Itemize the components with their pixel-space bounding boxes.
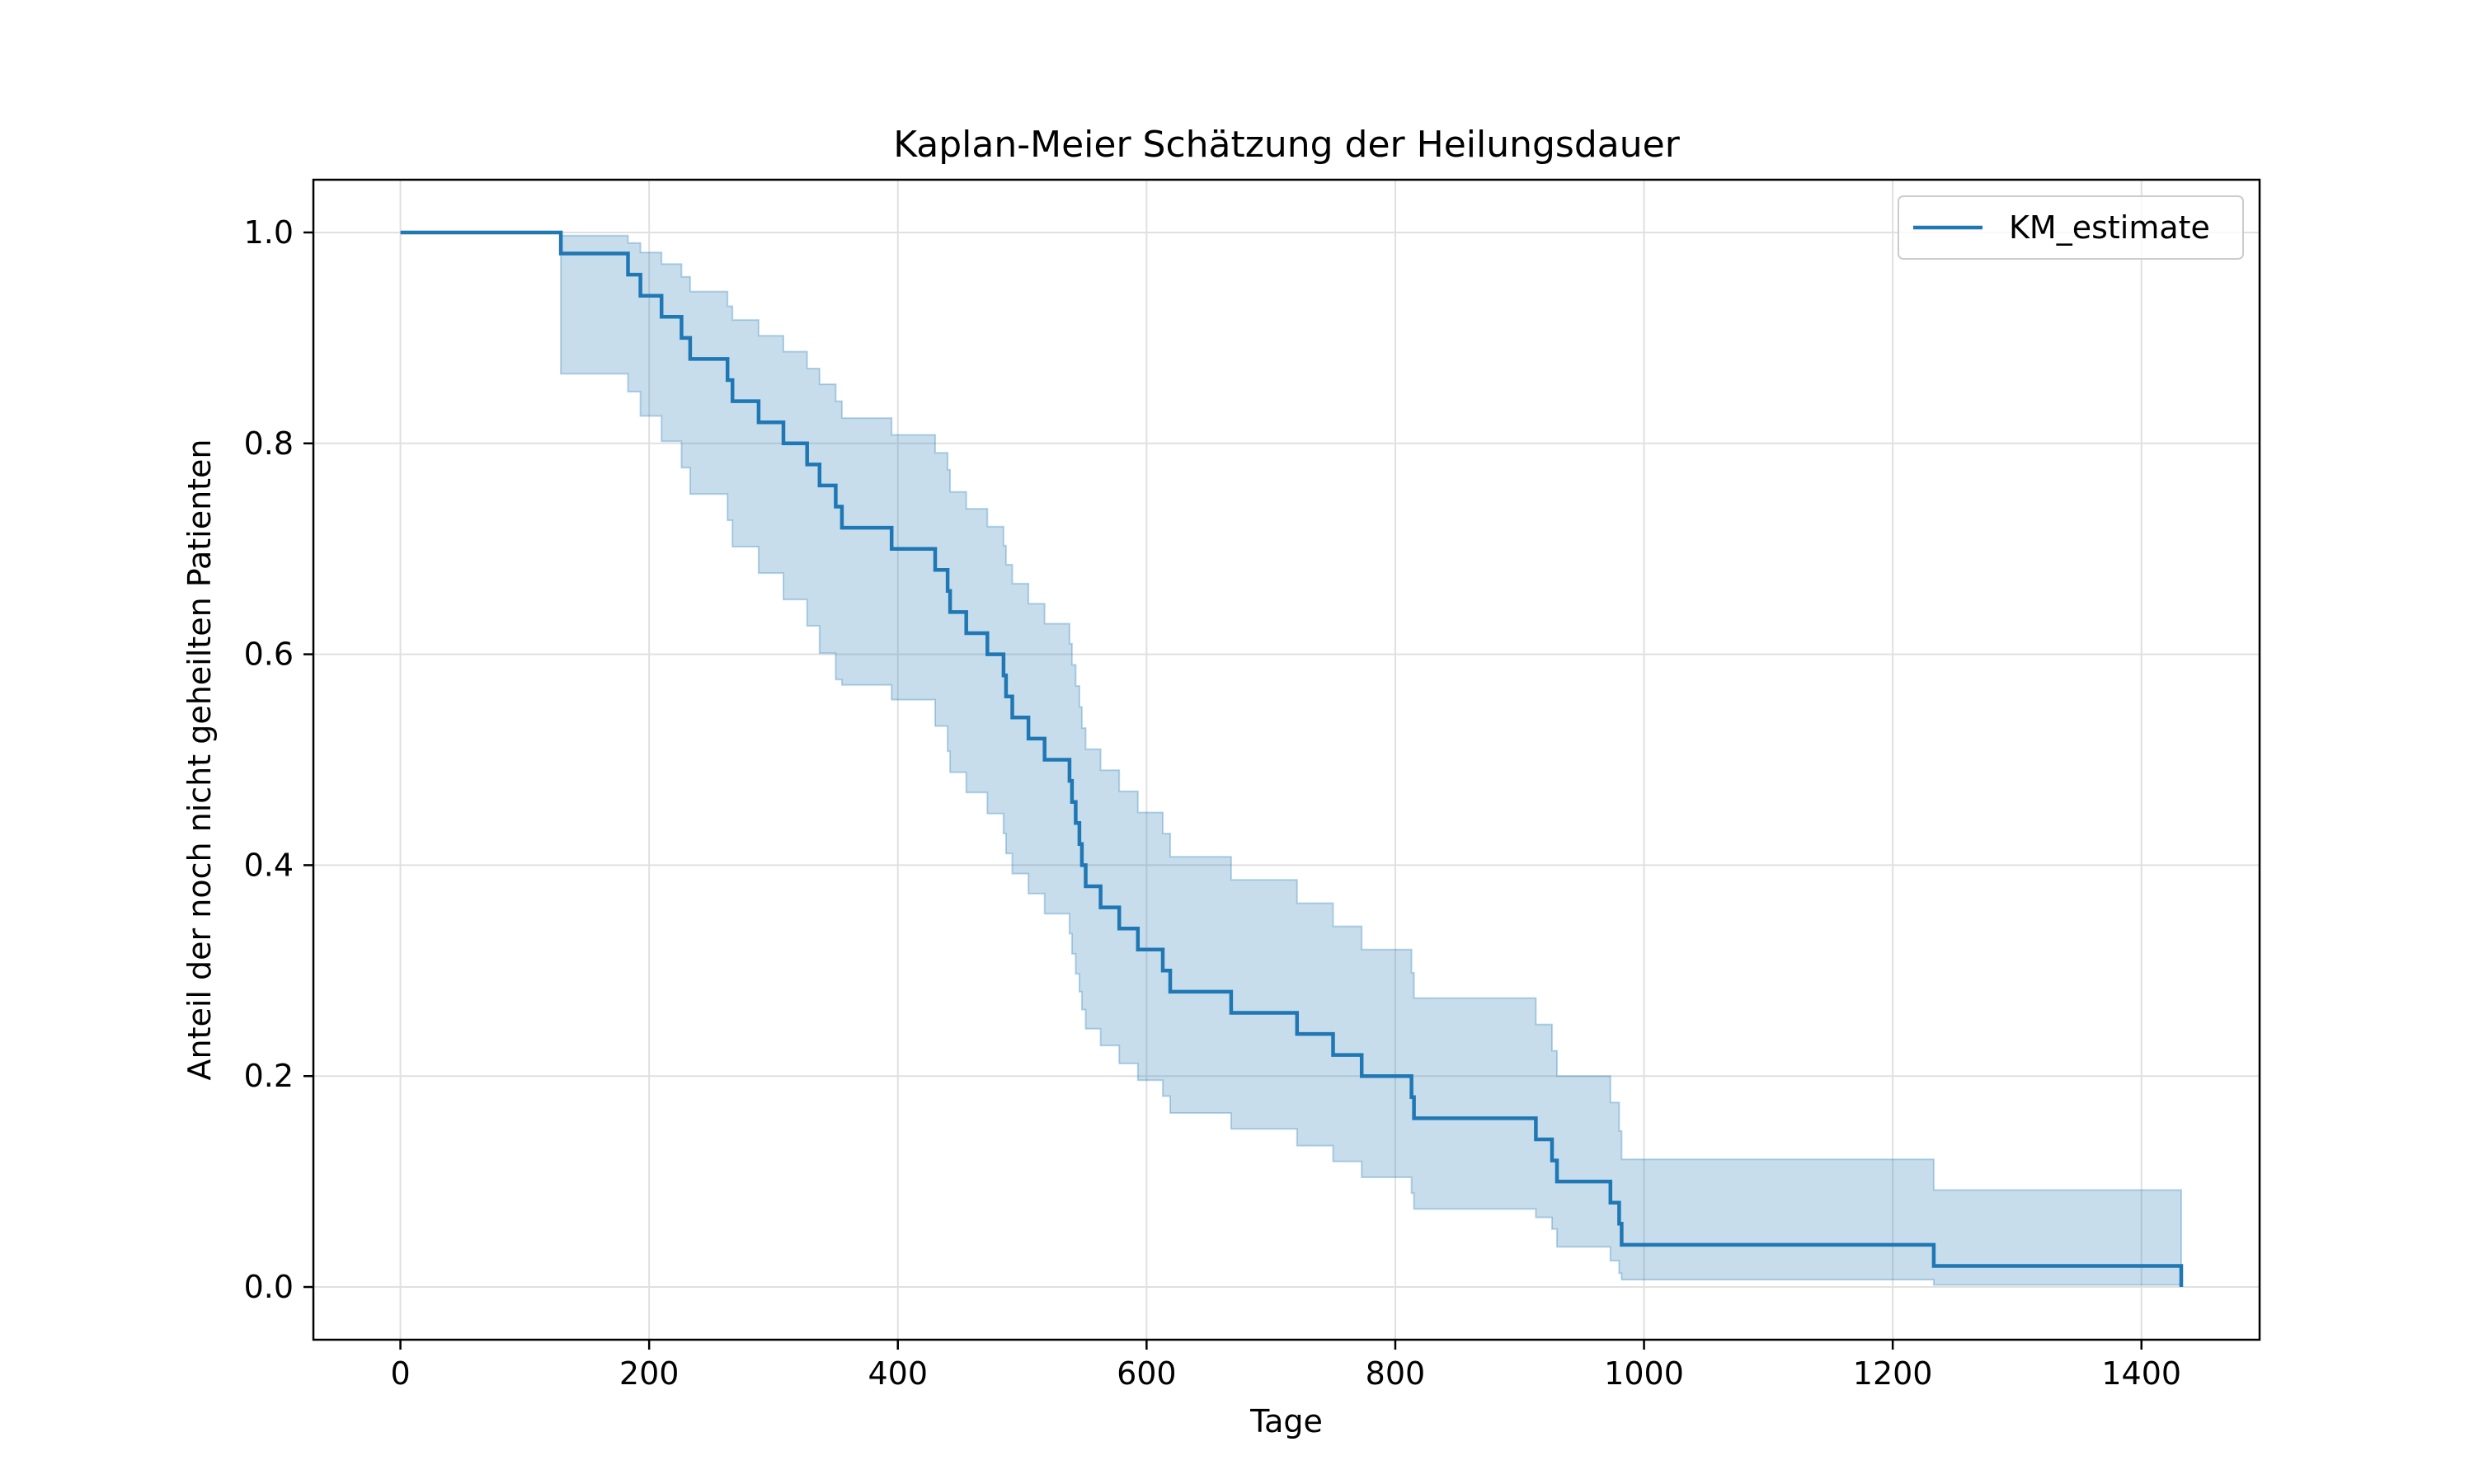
- legend-box: [1898, 195, 2244, 260]
- plot-area-frame: [312, 178, 2261, 1341]
- axis-ticks: 0 200 400 600 800 1000 1200 1400 0.0 0.2 0.4 0.6 0.8…: [244, 214, 2182, 1392]
- y-tick-label-3: 0.6: [244, 636, 294, 673]
- km-estimate-line: [400, 230, 2184, 1287]
- x-tick-label-2: 400: [868, 1355, 928, 1392]
- y-axis-label: Anteil der noch nicht geheilten Patiente…: [181, 439, 218, 1080]
- y-tick-label-2: 0.4: [244, 847, 294, 883]
- confidence-band: [400, 232, 2182, 1287]
- legend-label-km-estimate: KM_estimate: [2009, 209, 2210, 246]
- confidence-band-layer: [400, 232, 2182, 1287]
- x-tick-label-5: 1000: [1604, 1355, 1684, 1392]
- chart-title: Kaplan-Meier Schätzung der Heilungsdauer: [893, 124, 1680, 166]
- x-tick-label-7: 1400: [2101, 1355, 2181, 1392]
- x-tick-label-1: 200: [619, 1355, 680, 1392]
- km-line-layer: [400, 230, 2184, 1287]
- x-axis-label: Tage: [1249, 1403, 1323, 1439]
- y-tick-label-1: 0.2: [244, 1058, 294, 1094]
- y-tick-label-5: 1.0: [244, 214, 294, 251]
- y-tick-label-4: 0.8: [244, 425, 294, 462]
- x-tick-label-6: 1200: [1853, 1355, 1933, 1392]
- x-tick-label-4: 800: [1366, 1355, 1426, 1392]
- x-tick-label-0: 0: [390, 1355, 410, 1392]
- legend: KM_estimate: [1898, 195, 2244, 260]
- y-tick-label-0: 0.0: [244, 1269, 294, 1305]
- x-tick-label-3: 600: [1117, 1355, 1177, 1392]
